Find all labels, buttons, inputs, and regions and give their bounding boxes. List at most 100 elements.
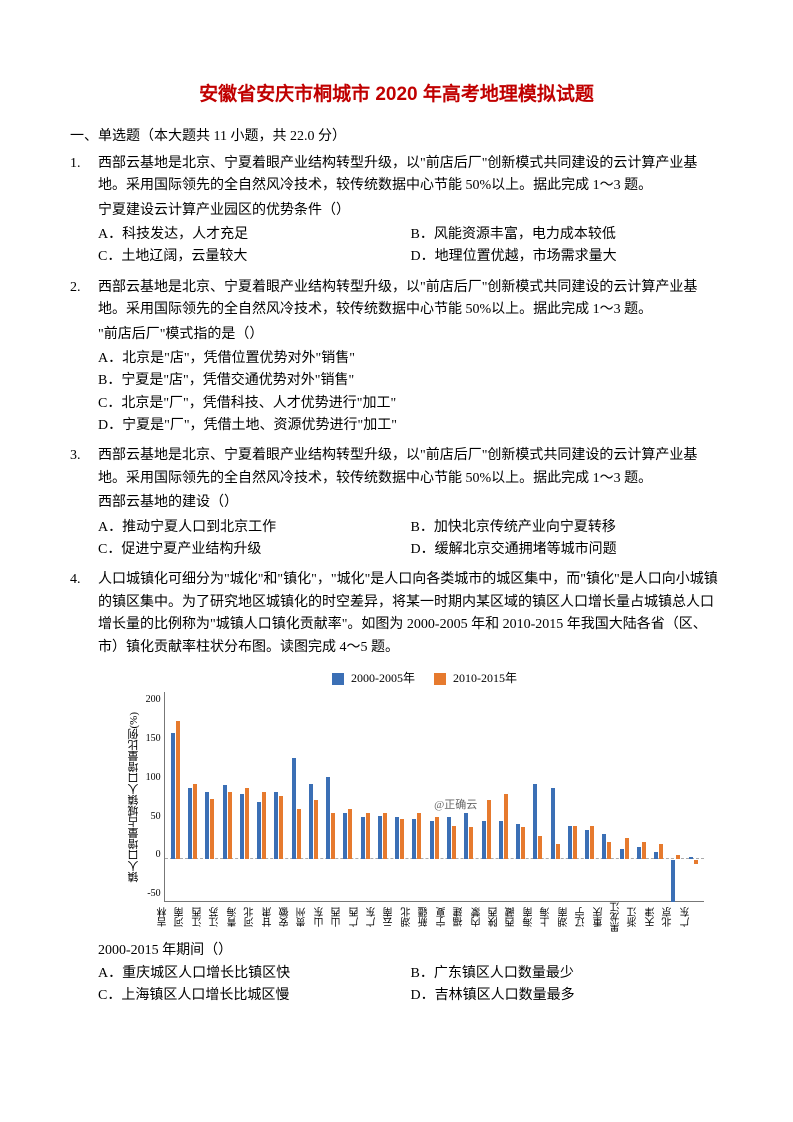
question-1: 1. 西部云基地是北京、宁夏着眼产业结构转型升级，以"前店后厂"创新模式共同建设…	[70, 153, 723, 269]
bar	[504, 794, 508, 860]
option-a: A．科技发达，人才充足	[98, 224, 411, 246]
option-a: A．北京是"店"，凭借位置优势对外"销售"	[98, 348, 723, 370]
bar-group	[218, 692, 235, 901]
y-tick: -50	[146, 886, 161, 902]
bar	[637, 847, 641, 860]
question-number: 2.	[70, 277, 81, 299]
x-tick: 福建	[452, 902, 469, 934]
exam-title: 安徽省安庆市桐城市 2020 年高考地理模拟试题	[70, 80, 723, 110]
legend-item-2: 2010-2015年	[434, 669, 517, 688]
bar-group	[546, 692, 563, 901]
y-tick: 0	[146, 847, 161, 863]
option-d: D．宁夏是"厂"，凭借土地、资源优势进行"加工"	[98, 415, 723, 437]
bar	[223, 785, 227, 859]
bar	[452, 826, 456, 860]
option-b: B．宁夏是"店"，凭借交通优势对外"销售"	[98, 370, 723, 392]
y-axis-ticks: 200150100500-50	[146, 692, 164, 902]
x-tick: 山西	[330, 902, 347, 934]
bar	[430, 821, 434, 859]
bar	[205, 792, 209, 859]
question-number: 1.	[70, 153, 81, 175]
bar	[642, 842, 646, 859]
option-b: B．广东镇区人口数量最少	[411, 963, 724, 985]
bar-group	[322, 692, 339, 901]
x-tick: 江苏	[208, 902, 225, 934]
option-c: C．土地辽阔，云量较大	[98, 246, 411, 268]
bar	[671, 860, 675, 902]
x-tick: 云南	[382, 902, 399, 934]
bar	[383, 813, 387, 859]
x-tick: 北京	[661, 902, 678, 934]
question-3: 3. 西部云基地是北京、宁夏着眼产业结构转型升级，以"前店后厂"创新模式共同建设…	[70, 445, 723, 561]
bar	[366, 813, 370, 859]
bar	[188, 788, 192, 859]
x-axis-labels: 吉林河南江西江苏青海河北甘肃安徽贵州山东山西广西广东云南湖北新疆宁夏福建内蒙陕西…	[156, 902, 696, 934]
bar	[538, 836, 542, 860]
chart: 2000-2005年 2010-2015年 镇人口增量占城镇人口增量比例(%) …	[126, 669, 723, 934]
bar	[447, 817, 451, 859]
sub-question: 宁夏建设云计算产业园区的优势条件（）	[98, 200, 723, 222]
sub-question: "前店后厂"模式指的是（）	[98, 324, 723, 346]
options: A．科技发达，人才充足 B．风能资源丰富，电力成本较低 C．土地辽阔，云量较大 …	[98, 224, 723, 269]
bar	[689, 857, 693, 860]
bar-group	[391, 692, 408, 901]
bar	[171, 733, 175, 859]
bar-group	[253, 692, 270, 901]
question-2: 2. 西部云基地是北京、宁夏着眼产业结构转型升级，以"前店后厂"创新模式共同建设…	[70, 277, 723, 438]
y-tick: 200	[146, 692, 161, 708]
bar-group	[408, 692, 425, 901]
bar	[228, 792, 232, 859]
bar	[193, 784, 197, 860]
bar	[464, 813, 468, 859]
bar	[361, 817, 365, 859]
bar-group	[650, 692, 667, 901]
bar-group	[287, 692, 304, 901]
bar	[395, 817, 399, 859]
y-tick: 50	[146, 809, 161, 825]
option-a: A．推动宁夏人口到北京工作	[98, 517, 411, 539]
bar	[676, 855, 680, 859]
options: A．推动宁夏人口到北京工作 B．加快北京传统产业向宁夏转移 C．促进宁夏产业结构…	[98, 517, 723, 562]
x-tick: 河南	[173, 902, 190, 934]
plot: @正确云	[164, 692, 704, 902]
bar-group	[667, 692, 684, 901]
bar	[314, 800, 318, 859]
legend-label-1: 2000-2005年	[351, 671, 415, 685]
x-tick: 贵州	[295, 902, 312, 934]
bar	[625, 838, 629, 859]
bar-group	[564, 692, 581, 901]
bar	[297, 809, 301, 859]
stem: 人口城镇化可细分为"城化"和"镇化"，"城化"是人口向各类城市的城区集中，而"镇…	[98, 569, 723, 659]
stem: 西部云基地是北京、宁夏着眼产业结构转型升级，以"前店后厂"创新模式共同建设的云计…	[98, 277, 723, 322]
x-tick: 青海	[226, 902, 243, 934]
question-number: 4.	[70, 569, 81, 591]
option-c: C．北京是"厂"，凭借科技、人才优势进行"加工"	[98, 393, 723, 415]
bar	[331, 813, 335, 859]
question-4: 4. 人口城镇化可细分为"城化"和"镇化"，"城化"是人口向各类城市的城区集中，…	[70, 569, 723, 1007]
bar-group	[460, 692, 477, 901]
bar	[292, 758, 296, 859]
x-tick: 辽宁	[574, 902, 591, 934]
bar	[240, 794, 244, 860]
bar	[482, 821, 486, 859]
options: A．重庆城区人口增长比镇区快 B．广东镇区人口数量最少 C．上海镇区人口增长比城…	[98, 963, 723, 1008]
x-tick: 广西	[348, 902, 365, 934]
legend-item-1: 2000-2005年	[332, 669, 415, 688]
bar-group	[426, 692, 443, 901]
options: A．北京是"店"，凭借位置优势对外"销售" B．宁夏是"店"，凭借交通优势对外"…	[98, 348, 723, 438]
bar-group	[374, 692, 391, 901]
x-tick: 天津	[644, 902, 661, 934]
x-tick: 甘肃	[261, 902, 278, 934]
bar	[176, 721, 180, 860]
chart-plot-area: 镇人口增量占城镇人口增量比例(%) 200150100500-50 @正确云	[126, 692, 723, 902]
bar	[516, 824, 520, 859]
option-a: A．重庆城区人口增长比镇区快	[98, 963, 411, 985]
x-tick: 安徽	[278, 902, 295, 934]
bar-group	[495, 692, 512, 901]
bar	[590, 826, 594, 860]
chart-legend: 2000-2005年 2010-2015年	[126, 669, 723, 688]
bar	[343, 813, 347, 859]
bar	[568, 826, 572, 860]
bar-group	[598, 692, 615, 901]
bar-group	[167, 692, 184, 901]
